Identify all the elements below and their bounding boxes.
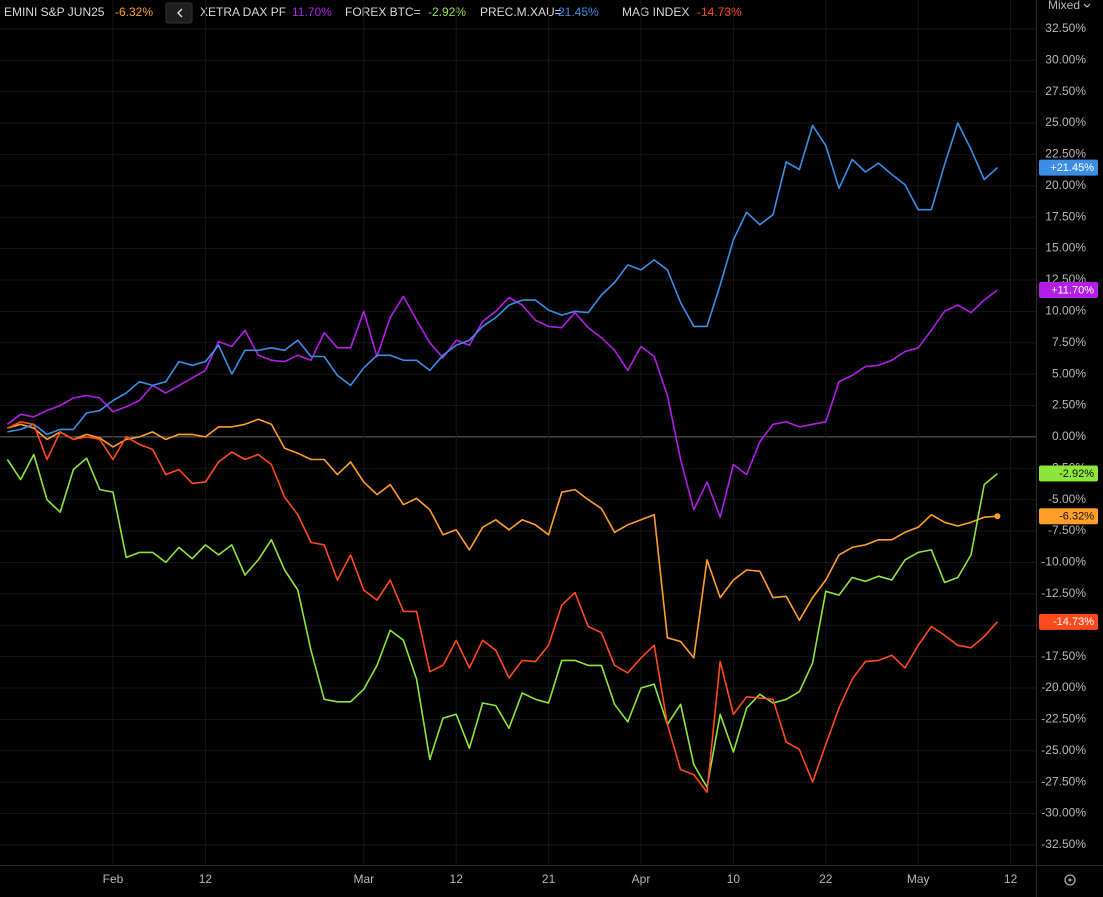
y-tick-label: -30.00% <box>1041 806 1086 820</box>
x-tick-label: 12 <box>1004 872 1018 886</box>
legend-value: 21.45% <box>558 5 599 19</box>
last-value-badge <box>1039 465 1098 482</box>
series-line <box>6 453 998 788</box>
legend-name: EMINI S&P JUN25 <box>4 5 105 19</box>
x-tick-label: Apr <box>632 872 651 886</box>
series-line <box>6 289 998 518</box>
y-tick-label: 27.50% <box>1045 84 1086 98</box>
last-value-label: -6.32% <box>1059 511 1094 523</box>
legend-value: 11.70% <box>292 5 332 19</box>
x-tick-label: 22 <box>819 872 833 886</box>
legend-name: MAG INDEX <box>622 5 689 19</box>
scale-mode[interactable]: Mixed <box>1048 0 1080 12</box>
y-tick-label: 5.00% <box>1052 366 1086 380</box>
y-tick-label: 2.50% <box>1052 398 1086 412</box>
last-value-badge <box>1039 159 1098 176</box>
legend-name: XETRA DAX PF <box>200 5 286 19</box>
y-tick-label: -12.50% <box>1041 586 1086 600</box>
series-line <box>7 421 998 793</box>
last-value-label: +11.70% <box>1051 284 1094 296</box>
legend-value: -2.92% <box>428 5 466 19</box>
y-tick-label: -20.00% <box>1041 680 1086 694</box>
x-tick-label: 12 <box>199 872 213 886</box>
x-tick-label: Feb <box>103 872 124 886</box>
legend-name: PREC.M.XAU= <box>480 5 562 19</box>
y-tick-label: -22.50% <box>1041 712 1086 726</box>
y-tick-label: 20.00% <box>1045 178 1086 192</box>
y-tick-label: 0.00% <box>1052 429 1086 443</box>
x-tick-label: Mar <box>353 872 374 886</box>
grid <box>0 0 1036 865</box>
y-tick-label: -17.50% <box>1041 649 1086 663</box>
last-value-badge <box>1039 508 1098 525</box>
y-tick-label: 30.00% <box>1045 52 1086 66</box>
last-value-label: -14.73% <box>1053 616 1094 628</box>
legend-name: FOREX BTC= <box>345 5 421 19</box>
legend-value: -6.32% <box>115 5 153 19</box>
scale-mode-dropdown[interactable]: Mixed <box>1048 0 1091 12</box>
y-tick-label: 22.50% <box>1045 147 1086 161</box>
series-line <box>7 418 998 659</box>
y-tick-label: 7.50% <box>1052 335 1086 349</box>
legend-value: -14.73% <box>697 5 742 19</box>
y-tick-label: -5.00% <box>1048 492 1086 506</box>
last-value-badge <box>1039 613 1098 630</box>
y-tick-label: 15.00% <box>1045 241 1086 255</box>
y-tick-label: -27.50% <box>1041 774 1086 788</box>
y-tick-label: -32.50% <box>1041 837 1086 851</box>
chevron-left <box>177 8 183 18</box>
gear-center <box>1068 878 1072 882</box>
x-tick-label: 21 <box>542 872 556 886</box>
legend: EMINI S&P JUN25 -6.32% XETRA DAX PF 11.70% F… <box>4 5 742 19</box>
x-tick-label: May <box>907 872 930 886</box>
dropdown-arrow <box>1083 3 1091 8</box>
y-tick-label: 32.50% <box>1045 21 1086 35</box>
settings-button[interactable] <box>1064 874 1076 886</box>
button[interactable] <box>165 2 193 24</box>
x-tick-label: 12 <box>450 872 464 886</box>
gear-icon[interactable] <box>1064 874 1076 886</box>
x-tick-label: 10 <box>727 872 741 886</box>
y-tick-label: -7.50% <box>1048 523 1086 537</box>
y-tick-label: 17.50% <box>1045 209 1086 223</box>
end-marker <box>994 513 1001 520</box>
y-tick-label: 10.00% <box>1045 304 1086 318</box>
collapse-button[interactable] <box>165 2 193 24</box>
series-line <box>7 122 998 436</box>
y-tick-label: -25.00% <box>1041 743 1086 757</box>
last-value-label: -2.92% <box>1059 468 1094 480</box>
y-tick-label: -10.00% <box>1041 555 1086 569</box>
last-value-label: +21.45% <box>1050 162 1094 174</box>
last-value-badge <box>1039 282 1098 299</box>
y-tick-label: 25.00% <box>1045 115 1086 129</box>
